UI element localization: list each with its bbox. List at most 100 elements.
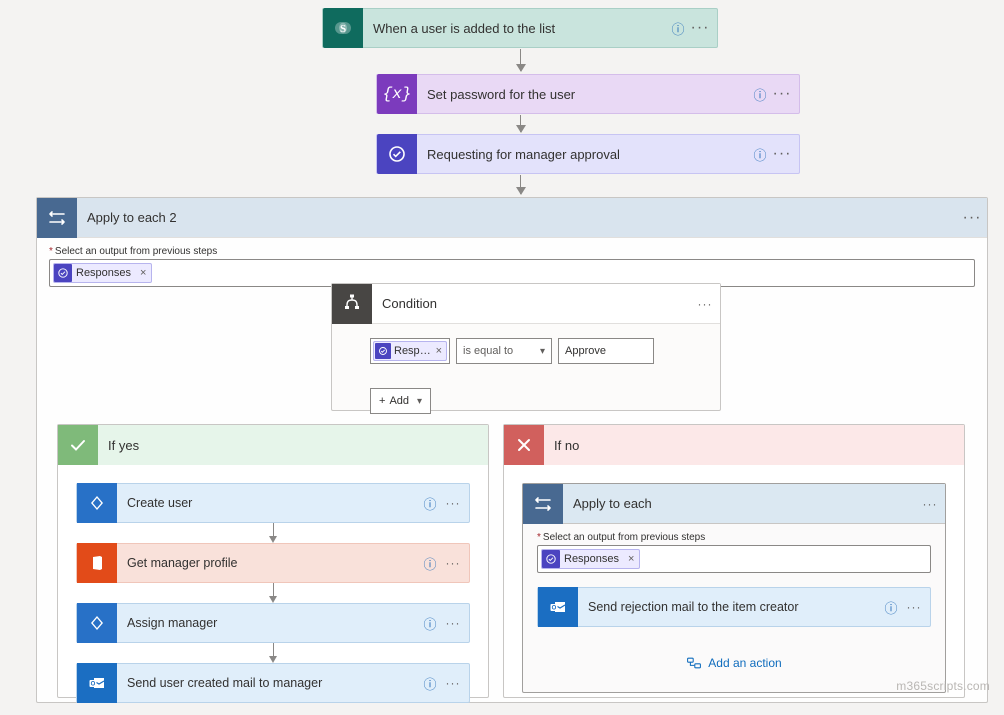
condition-icon [332, 284, 372, 324]
token-remove[interactable]: × [135, 267, 151, 279]
condition-title: Condition [372, 296, 690, 311]
connector-arrow [520, 49, 521, 71]
condition-token[interactable]: Respons... × [373, 341, 447, 361]
add-action-text: Add an action [708, 656, 781, 670]
action-send-rejection-mail[interactable]: O Send rejection mail to the item creato… [537, 587, 931, 627]
condition-value[interactable]: Approve [558, 338, 654, 364]
token-responses[interactable]: Responses × [53, 263, 152, 283]
more-icon[interactable]: ··· [441, 616, 469, 630]
more-icon[interactable]: ··· [771, 85, 799, 103]
action-assign-manager[interactable]: Assign manager ⓘ ··· [76, 603, 470, 643]
token-icon [542, 550, 560, 568]
condition-body: Respons... × is equal to ▾ Approve + Add [332, 324, 720, 430]
more-icon[interactable]: ··· [441, 496, 469, 510]
token-text: Responses [76, 267, 135, 279]
aad-icon [77, 603, 117, 643]
more-icon[interactable]: ··· [441, 556, 469, 570]
previous-output-label: *Select an output from previous steps [537, 532, 931, 543]
connector-arrow [76, 583, 470, 603]
condition-token-text: Respons... [394, 345, 432, 357]
variable-icon: {x} [377, 74, 417, 114]
value-text: Approve [565, 345, 606, 357]
help-icon[interactable]: ⓘ [419, 554, 441, 573]
action-get-manager[interactable]: Get manager profile ⓘ ··· [76, 543, 470, 583]
condition-card: Condition ··· Respons... × [331, 283, 721, 411]
get-manager-label: Get manager profile [117, 556, 419, 570]
more-icon[interactable]: ··· [441, 676, 469, 690]
condition-operator[interactable]: is equal to ▾ [456, 338, 552, 364]
foreach-icon [523, 484, 563, 524]
assign-manager-label: Assign manager [117, 616, 419, 630]
more-icon[interactable]: ··· [957, 209, 987, 227]
token-text: Responses [564, 553, 623, 565]
action-send-created-mail[interactable]: O Send user created mail to manager ⓘ ··… [76, 663, 470, 703]
if-no-body: Apply to each ··· *Select an output from… [504, 465, 964, 705]
condition-left[interactable]: Respons... × [370, 338, 450, 364]
previous-output-text: Select an output from previous steps [543, 532, 705, 543]
svg-text:S: S [340, 23, 346, 35]
if-yes-header[interactable]: If yes [58, 425, 488, 465]
condition-row: Respons... × is equal to ▾ Approve [370, 338, 706, 364]
foreach-icon [37, 198, 77, 238]
svg-text:O: O [91, 682, 96, 688]
action-set-password[interactable]: {x} Set password for the user ⓘ ··· [376, 74, 800, 114]
if-no-title: If no [544, 438, 579, 453]
help-icon[interactable]: ⓘ [667, 19, 689, 38]
apply2-title: Apply to each 2 [77, 210, 957, 225]
connector-arrow [520, 175, 521, 194]
help-icon[interactable]: ⓘ [419, 614, 441, 633]
trigger-sharepoint[interactable]: S When a user is added to the list ⓘ ··· [322, 8, 718, 48]
condition-add-button[interactable]: + Add ▾ [370, 388, 431, 414]
close-icon [504, 425, 544, 465]
set-password-label: Set password for the user [417, 87, 749, 102]
action-create-user[interactable]: Create user ⓘ ··· [76, 483, 470, 523]
branch-if-no: If no Apply to each ··· *Select an outpu… [503, 424, 965, 698]
more-icon[interactable]: ··· [915, 497, 945, 511]
apply-inner-title: Apply to each [563, 496, 915, 511]
chevron-down-icon: ▾ [417, 396, 422, 407]
send-mail-label: Send user created mail to manager [117, 676, 419, 690]
chevron-down-icon: ▾ [540, 346, 545, 357]
if-no-header[interactable]: If no [504, 425, 964, 465]
token-icon [375, 343, 391, 359]
action-approval[interactable]: Requesting for manager approval ⓘ ··· [376, 134, 800, 174]
more-icon[interactable]: ··· [690, 297, 720, 311]
apply-to-each-2: Apply to each 2 ··· *Select an output fr… [36, 197, 988, 703]
apply-to-each-inner: Apply to each ··· *Select an output from… [522, 483, 946, 693]
outlook-icon: O [77, 663, 117, 703]
help-icon[interactable]: ⓘ [419, 674, 441, 693]
condition-header[interactable]: Condition ··· [332, 284, 720, 324]
more-icon[interactable]: ··· [771, 145, 799, 163]
help-icon[interactable]: ⓘ [749, 85, 771, 104]
help-icon[interactable]: ⓘ [880, 598, 902, 617]
token-responses[interactable]: Responses × [541, 549, 640, 569]
check-icon [58, 425, 98, 465]
more-icon[interactable]: ··· [689, 19, 717, 37]
add-label: Add [389, 395, 409, 407]
plus-icon: + [379, 395, 385, 407]
previous-output-text: Select an output from previous steps [55, 246, 217, 257]
help-icon[interactable]: ⓘ [749, 145, 771, 164]
flow-canvas: S When a user is added to the list ⓘ ···… [0, 0, 1004, 703]
trigger-label: When a user is added to the list [363, 21, 667, 36]
token-remove[interactable]: × [432, 345, 446, 357]
office-icon [77, 543, 117, 583]
connector-arrow [76, 643, 470, 663]
apply2-header[interactable]: Apply to each 2 ··· [37, 198, 987, 238]
outlook-icon: O [538, 587, 578, 627]
rejection-mail-label: Send rejection mail to the item creator [578, 600, 880, 614]
more-icon[interactable]: ··· [902, 600, 930, 614]
previous-output-label: *Select an output from previous steps [49, 246, 975, 257]
approval-icon [377, 134, 417, 174]
aad-icon [77, 483, 117, 523]
token-remove[interactable]: × [623, 553, 639, 565]
previous-output-field[interactable]: Responses × [537, 545, 931, 573]
sharepoint-icon: S [323, 8, 363, 48]
svg-text:O: O [552, 606, 557, 612]
help-icon[interactable]: ⓘ [419, 494, 441, 513]
operator-text: is equal to [463, 345, 513, 357]
apply-inner-body: *Select an output from previous steps Re… [523, 532, 945, 692]
apply-inner-header[interactable]: Apply to each ··· [523, 484, 945, 524]
token-icon [54, 264, 72, 282]
add-action-link[interactable]: Add an action [686, 655, 781, 671]
